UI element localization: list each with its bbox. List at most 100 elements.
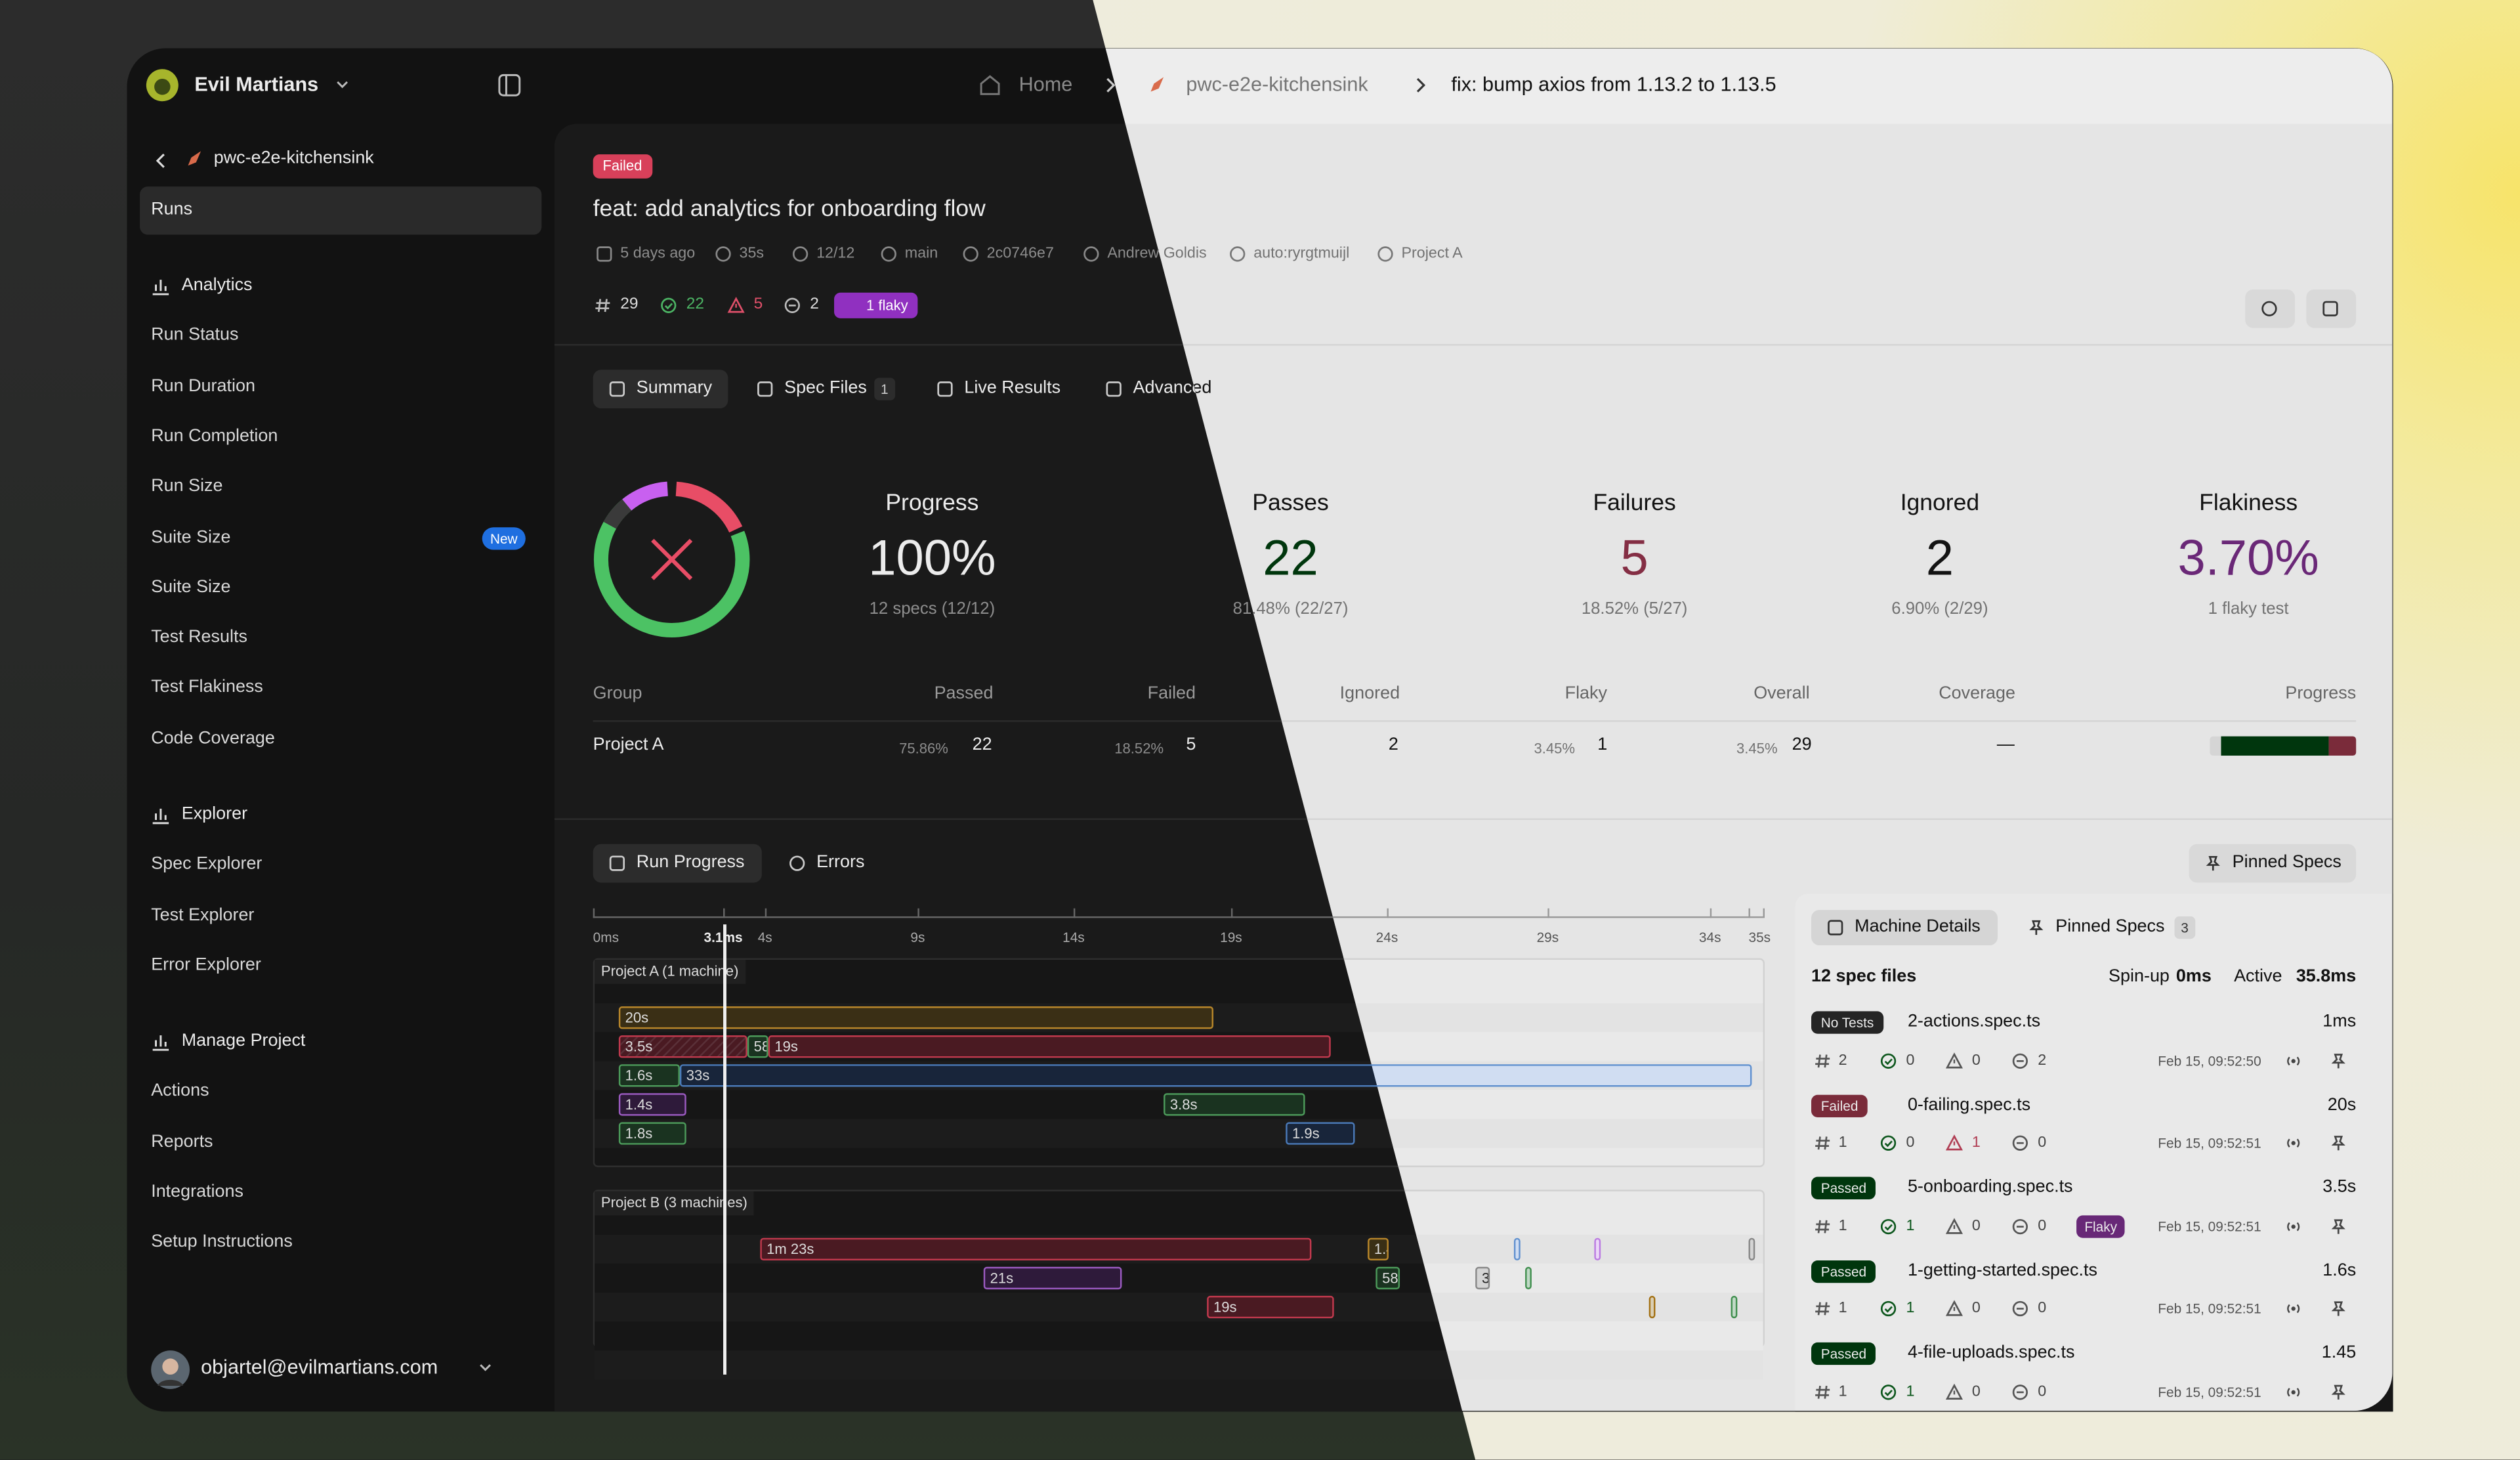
tab-count: 1: [874, 377, 895, 400]
spec-tests: 2: [1838, 1051, 1847, 1069]
breadcrumb-item[interactable]: Home: [1018, 73, 1073, 96]
section-icon: [152, 1035, 169, 1051]
tab[interactable]: Pinned Specs: [2055, 916, 2165, 937]
timeline-bar[interactable]: 1.8s: [618, 1122, 686, 1145]
nav-item[interactable]: Reports: [151, 1132, 213, 1151]
stat-value: 3.70%: [2177, 529, 2319, 586]
icon: [784, 297, 800, 313]
table-header: Failed: [1147, 683, 1196, 704]
timeline-bar[interactable]: 21s: [983, 1266, 1122, 1290]
spec-tests: 1: [1838, 1216, 1847, 1235]
icon: [2322, 301, 2338, 316]
count-failed: 5: [753, 295, 763, 314]
timeline-bar[interactable]: 1.4: [1368, 1237, 1389, 1261]
tick-label: 4s: [757, 929, 772, 945]
nav-item[interactable]: Test Results: [151, 628, 247, 647]
nav-item[interactable]: Run Size: [151, 477, 223, 496]
table-header: Passed: [934, 683, 994, 704]
spec-duration: 1.6s: [2322, 1260, 2357, 1280]
timeline-bar[interactable]: 19s: [1207, 1295, 1334, 1319]
nav-section[interactable]: Explorer: [181, 804, 248, 824]
tab[interactable]: Run Progress: [636, 852, 745, 872]
timeline-marker: [1731, 1295, 1738, 1319]
table-header: Coverage: [1939, 683, 2016, 704]
timeline-bar[interactable]: 3: [1475, 1266, 1490, 1290]
spec-skipped: 2: [2038, 1051, 2047, 1069]
spec-name[interactable]: 5-onboarding.spec.ts: [1907, 1177, 2073, 1197]
timeline-bar[interactable]: 58: [747, 1035, 768, 1058]
tab[interactable]: Spec Files: [784, 378, 867, 398]
breadcrumb-item: fix: bump axios from 1.13.2 to 1.13.5: [1451, 73, 1776, 96]
lane: [595, 1119, 1763, 1148]
icon: [1377, 246, 1393, 262]
spec-failed: 0: [1971, 1299, 1981, 1318]
pinned-button-label[interactable]: Pinned Specs: [2232, 852, 2342, 872]
nav-item[interactable]: Error Explorer: [151, 955, 261, 975]
nav-item[interactable]: Suite Size: [151, 577, 231, 597]
timeline-bar[interactable]: 19s: [768, 1035, 1331, 1058]
icon: [2261, 301, 2277, 316]
timeline-bar[interactable]: 3.5s: [618, 1035, 747, 1058]
spec-name[interactable]: 1-getting-started.spec.ts: [1907, 1260, 2097, 1280]
spec-failed: 1: [1971, 1134, 1981, 1152]
nav-item[interactable]: Runs: [151, 200, 193, 220]
timeline-bar[interactable]: 1.4s: [618, 1093, 686, 1116]
nav-section[interactable]: Analytics: [181, 275, 253, 295]
tab[interactable]: Machine Details: [1855, 916, 1981, 937]
tab[interactable]: Live Results: [964, 378, 1061, 398]
icon: [661, 297, 677, 313]
nav-item[interactable]: Run Duration: [151, 376, 255, 396]
tab[interactable]: Errors: [816, 852, 865, 872]
timeline-bar[interactable]: 3.8s: [1164, 1093, 1305, 1116]
nav-item[interactable]: Test Explorer: [151, 905, 255, 925]
cell: 1: [1597, 735, 1608, 755]
nav-item[interactable]: Code Coverage: [151, 728, 275, 748]
tab[interactable]: Summary: [636, 378, 713, 398]
nav-item[interactable]: Run Completion: [151, 426, 278, 446]
nav-item[interactable]: Integrations: [151, 1182, 243, 1202]
icon: [789, 855, 805, 871]
spec-time: Feb 15, 09:52:51: [2158, 1383, 2261, 1400]
stat-label: Passes: [1252, 490, 1329, 517]
tick-mark: [593, 908, 595, 918]
spec-passed: 0: [1906, 1051, 1915, 1069]
spec-passed: 1: [1906, 1299, 1915, 1318]
spec-name[interactable]: 2-actions.spec.ts: [1907, 1012, 2041, 1031]
spec-failed: 0: [1971, 1216, 1981, 1235]
cell-percent: 3.45%: [1534, 741, 1576, 757]
timeline-bar[interactable]: 58: [1376, 1266, 1400, 1290]
nav-item[interactable]: Spec Explorer: [151, 855, 262, 874]
timeline-bar[interactable]: 1m 23s: [760, 1237, 1312, 1261]
progress-failed: [2328, 736, 2357, 756]
status-badge: No Tests: [1811, 1011, 1884, 1034]
project-name[interactable]: pwc-e2e-kitchensink: [213, 148, 374, 168]
nav-item[interactable]: Run Status: [151, 326, 239, 345]
user-email[interactable]: objartel@evilmartians.com: [201, 1356, 438, 1379]
timeline-bar[interactable]: 1.6s: [618, 1064, 680, 1087]
nav-section[interactable]: Manage Project: [181, 1031, 306, 1051]
spec-tests: 1: [1838, 1382, 1847, 1400]
cell-percent: 75.86%: [899, 741, 948, 757]
nav-active: [140, 186, 542, 235]
nav-item[interactable]: Test Flakiness: [151, 677, 263, 698]
timeline-bar[interactable]: 20s: [618, 1006, 1213, 1029]
nav-item[interactable]: Setup Instructions: [151, 1232, 293, 1252]
timeline-marker: [1594, 1237, 1601, 1261]
tab[interactable]: Advanced: [1133, 378, 1212, 398]
timeline-bar[interactable]: 1.9s: [1286, 1122, 1355, 1145]
nav-item[interactable]: Actions: [151, 1081, 209, 1101]
tick-label: 0ms: [593, 929, 620, 945]
spec-name[interactable]: 0-failing.spec.ts: [1907, 1094, 2031, 1114]
org-name[interactable]: Evil Martians: [194, 73, 319, 96]
flaky-badge: 1 flaky: [834, 292, 918, 318]
spec-tests: 1: [1838, 1299, 1847, 1318]
stat-sub: 1 flaky test: [2208, 599, 2289, 619]
nav-item[interactable]: Suite Size: [151, 527, 231, 547]
icon: [963, 246, 978, 262]
icon: [2012, 1300, 2028, 1317]
spec-name[interactable]: 4-file-uploads.spec.ts: [1907, 1342, 2075, 1363]
timeline-bar[interactable]: 33s: [679, 1064, 1752, 1087]
breadcrumb-item[interactable]: pwc-e2e-kitchensink: [1186, 73, 1368, 96]
icon: [2287, 1304, 2300, 1314]
